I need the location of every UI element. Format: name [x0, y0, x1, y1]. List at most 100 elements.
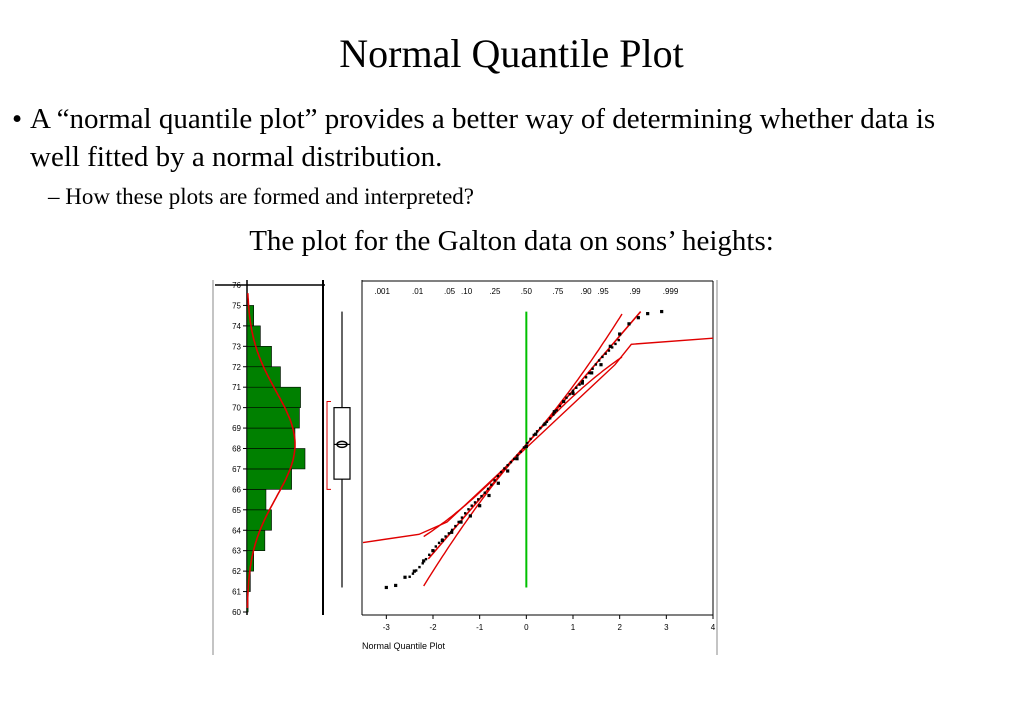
- x-axis-label: Normal Quantile Plot: [362, 641, 446, 651]
- quantile-point: [483, 491, 486, 494]
- quantile-point: [496, 481, 500, 485]
- quantile-point: [580, 381, 584, 385]
- quantile-point: [464, 512, 467, 515]
- quantile-point: [468, 514, 472, 518]
- sub-bullet-text: – How these plots are formed and interpr…: [48, 184, 474, 209]
- quantile-point: [509, 460, 513, 464]
- quantile-point: [418, 565, 421, 569]
- quantile-point: [486, 487, 490, 491]
- quantile-point: [588, 371, 591, 375]
- quantile-point: [447, 532, 451, 535]
- quantile-point: [477, 498, 480, 501]
- quantile-point: [599, 363, 603, 367]
- quantile-point: [627, 322, 631, 326]
- y-tick-label: 63: [232, 547, 241, 556]
- quantile-point: [441, 538, 444, 541]
- y-tick-label: 75: [232, 301, 241, 310]
- quantile-point: [584, 376, 588, 379]
- y-tick-label: 74: [232, 322, 241, 331]
- quantile-point: [394, 583, 398, 588]
- quantile-point: [473, 501, 477, 504]
- probability-tick-label: .50: [521, 287, 533, 296]
- histogram-bar: [246, 489, 267, 511]
- quantile-panel: [362, 309, 714, 590]
- quantile-point: [535, 430, 539, 433]
- x-tick-label: 2: [617, 623, 622, 632]
- probability-tick-label: .99: [630, 287, 642, 296]
- quantile-point: [403, 575, 407, 579]
- quantile-point: [526, 441, 529, 445]
- quantile-point: [506, 464, 509, 467]
- quantile-point: [460, 516, 464, 519]
- quantile-point: [428, 553, 431, 557]
- y-tick-label: 64: [232, 526, 241, 535]
- quantile-point: [646, 312, 650, 316]
- quantile-point: [421, 562, 424, 565]
- plot-caption: The plot for the Galton data on sons’ he…: [249, 225, 774, 257]
- y-tick-label: 70: [232, 404, 241, 413]
- y-tick-label: 62: [232, 567, 241, 576]
- histogram-bar: [246, 366, 281, 388]
- quantile-point: [496, 474, 500, 478]
- quantile-point: [431, 549, 434, 552]
- quantile-point: [543, 422, 547, 426]
- quantile-point: [459, 520, 463, 524]
- quantile-point: [422, 559, 426, 563]
- quantile-point: [412, 569, 416, 573]
- quantile-point: [608, 344, 612, 348]
- quantile-point: [457, 520, 460, 524]
- quantile-point: [516, 454, 519, 457]
- histogram-bar: [246, 386, 301, 408]
- quantile-point: [411, 572, 415, 575]
- quantile-point: [617, 338, 620, 342]
- y-tick-label: 60: [232, 608, 241, 617]
- quantile-point: [529, 437, 532, 441]
- probability-tick-label: .01: [412, 287, 424, 296]
- probability-tick-label: .90: [581, 287, 593, 296]
- quantile-point: [591, 367, 594, 370]
- quantile-point: [487, 493, 491, 498]
- quantile-point: [384, 585, 388, 590]
- quantile-point: [562, 400, 565, 403]
- quantile-point: [581, 379, 584, 383]
- quantile-point: [555, 409, 558, 412]
- quantile-point: [524, 444, 528, 449]
- bullet-marker: •: [12, 103, 23, 135]
- quantile-point: [578, 383, 581, 386]
- quantile-point: [513, 457, 516, 461]
- y-tick-label: 66: [232, 485, 241, 494]
- quantile-point: [607, 349, 611, 352]
- quantile-point: [503, 467, 506, 470]
- quantile-point: [480, 494, 483, 498]
- quantile-point: [467, 508, 470, 511]
- quantile-point: [415, 569, 418, 572]
- quantile-point: [408, 575, 411, 578]
- quantile-point: [454, 524, 457, 528]
- quantile-point: [490, 483, 493, 486]
- quantile-point: [611, 346, 614, 349]
- quantile-point: [568, 392, 571, 396]
- histogram-bar: [246, 427, 296, 449]
- quantile-point: [424, 557, 428, 561]
- probability-tick-label: .001: [374, 287, 390, 296]
- quantile-point: [601, 355, 604, 359]
- x-tick-label: 0: [524, 623, 529, 632]
- quantile-point: [614, 342, 617, 346]
- quantile-point: [542, 423, 545, 427]
- quantile-point: [434, 545, 437, 548]
- quantile-point: [565, 396, 568, 399]
- quantile-point: [571, 391, 575, 395]
- quantile-point: [478, 504, 482, 508]
- quantile-point: [552, 410, 556, 414]
- bullet-text: A “normal quantile plot” provides a bett…: [30, 103, 936, 173]
- quantile-point: [558, 404, 562, 408]
- quantile-point: [506, 469, 510, 473]
- x-tick-label: -1: [476, 623, 484, 632]
- slide-title: Normal Quantile Plot: [339, 31, 684, 76]
- quantile-point: [450, 530, 454, 534]
- y-tick-label: 73: [232, 342, 241, 351]
- probability-tick-label: .999: [663, 287, 679, 296]
- shortest-half-bracket: [326, 400, 331, 490]
- quantile-point: [522, 446, 526, 449]
